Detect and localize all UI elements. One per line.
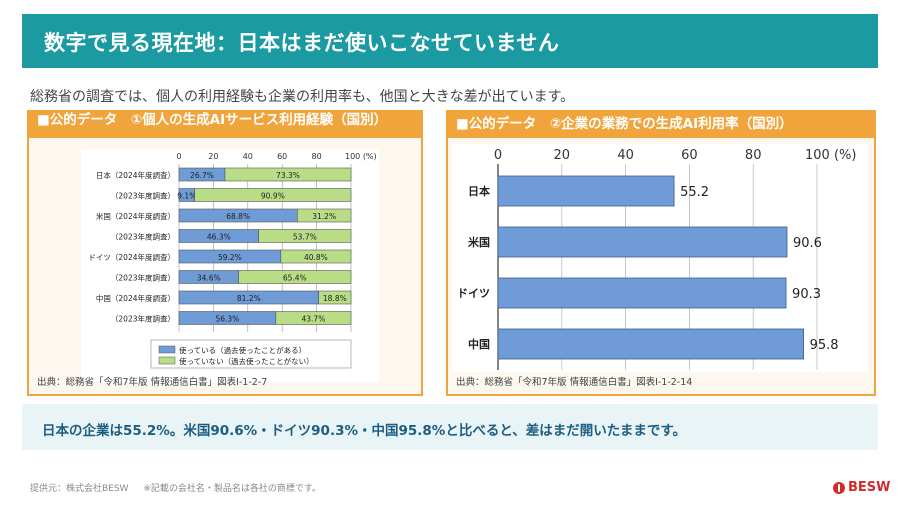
chart1-data-label: 81.2%: [237, 294, 261, 303]
chart2-bar: [497, 175, 675, 207]
chart2-category-label: 中国: [468, 337, 490, 351]
chart1-bar-segment: [297, 208, 352, 223]
chart1-category-label: ドイツ（2024年度調査）: [88, 252, 175, 262]
chart1-data-label: 73.3%: [276, 171, 300, 180]
chart2-xtick-label: 60: [681, 148, 698, 163]
chart1-xtick-label: 0: [176, 152, 181, 161]
chart1-xtick-label: 60: [277, 152, 287, 161]
footer: 提供元：株式会社BESW ※記載の会社名・製品名は各社の商標です。: [30, 481, 321, 494]
chart2-xtick-label: 80: [745, 148, 762, 163]
chart2-bar: [497, 226, 788, 258]
chart1-data-label: 59.2%: [218, 253, 242, 262]
chart1-legend-swatch: [158, 356, 176, 365]
chart1-data-label: 26.7%: [190, 171, 214, 180]
chart1-xtick-label: 80: [312, 152, 322, 161]
chart1-legend-label: 使っている（過去使ったことがある）: [179, 345, 306, 355]
panel-company-source: 出典：総務省「令和7年版 情報通信白書」図表Ⅰ-1-2-14: [456, 377, 693, 388]
chart2-category-label: ドイツ: [457, 287, 490, 300]
footer-note: ※記載の会社名・製品名は各社の商標です。: [143, 484, 322, 494]
chart1-bar-segment: [194, 188, 352, 202]
logo-mark-icon: [833, 481, 845, 494]
chart1-category-label: 米国（2024年度調査）: [96, 211, 175, 221]
chart1-bar-segment: [318, 290, 352, 305]
chart2-data-label: 95.8: [810, 338, 839, 353]
chart1-data-label: 31.2%: [312, 212, 336, 221]
chart1-data-label: 90.9%: [261, 192, 285, 201]
chart1-bar-segment: [275, 311, 352, 325]
logo-text: BESW: [848, 480, 891, 495]
chart1-category-label: （2023年度調査）: [111, 191, 175, 201]
panel-individual-usage: ■公的データ ①個人の生成AIサービス利用経験（国別） 0 20 40 60 80 100…: [27, 110, 423, 396]
chart1-legend-box: [150, 339, 352, 369]
footer-provider: 提供元：株式会社BESW: [30, 484, 129, 494]
chart-company-usage: 0 20 40 60 80 100 (%) 日本 55.2 米国 90.6 ドイツ 90.3 中国 95.…: [457, 148, 856, 370]
chart1-data-label: 56.3%: [216, 315, 240, 324]
chart2-data-label: 55.2: [680, 185, 709, 200]
chart1-data-label: 43.7%: [302, 315, 326, 324]
chart1-legend-label: 使っていない（過去使ったことがない）: [179, 356, 314, 366]
chart1-bar-segment: [224, 167, 352, 182]
chart2-bar: [497, 328, 805, 360]
panel-company-title: ■公的データ ②企業の業務での生成AI利用率（国別）: [448, 112, 874, 138]
chart-company-box: 0 20 40 60 80 100 (%) 日本 55.2 米国 90.6 ドイツ 90.3 中国 95.…: [452, 144, 868, 372]
chart2-xtick-label: 40: [617, 148, 634, 163]
chart1-data-label: 18.8%: [323, 294, 347, 303]
header-banner: 数字で見る現在地：日本はまだ使いこなせていません: [22, 14, 878, 68]
besw-logo: BESW: [833, 480, 891, 495]
panel-individual-title: ■公的データ ①個人の生成AIサービス利用経験（国別）: [29, 112, 421, 138]
chart1-bar-segment: [258, 229, 352, 243]
chart2-category-label: 日本: [468, 184, 490, 198]
chart1-data-label: 53.7%: [293, 233, 317, 242]
chart1-legend-swatch: [158, 345, 176, 354]
chart1-data-label: 65.4%: [283, 274, 307, 283]
chart1-bar-segment: [238, 270, 352, 284]
chart1-xtick-label: 20: [208, 152, 218, 161]
chart2-bar: [497, 277, 787, 309]
chart1-xtick-label: 40: [243, 152, 253, 161]
chart1-category-label: 日本（2024年度調査）: [96, 170, 175, 180]
page-title: 数字で見る現在地：日本はまだ使いこなせていません: [44, 31, 560, 55]
chart1-bar-segment: [280, 249, 352, 264]
summary-text: 日本の企業は55.2%。米国90.6%・ドイツ90.3%・中国95.8%と比べる…: [42, 423, 687, 439]
chart1-category-label: （2023年度調査）: [111, 232, 175, 242]
chart-individual-box: 0 20 40 60 80 100 (%) 日本（2024年度調査） 26.7% 73.3% （2…: [81, 150, 379, 382]
chart1-data-label: 68.8%: [226, 212, 250, 221]
chart1-data-label: 9.1%: [177, 192, 196, 201]
chart1-data-label: 34.6%: [197, 274, 221, 283]
chart2-category-label: 米国: [467, 235, 490, 249]
chart-individual-usage: 0 20 40 60 80 100 (%) 日本（2024年度調査） 26.7% 73.3% （2…: [88, 152, 377, 369]
chart2-data-label: 90.3: [792, 287, 821, 302]
lead-text: 総務省の調査では、個人の利用経験も企業の利用率も、他国と大きな差が出ています。: [30, 89, 575, 105]
chart1-category-label: （2023年度調査）: [111, 314, 175, 324]
panel-company-usage: ■公的データ ②企業の業務での生成AI利用率（国別） 0 20 40 60 80 100 …: [446, 110, 876, 396]
chart1-category-label: 中国（2024年度調査）: [96, 293, 175, 303]
summary-box: 日本の企業は55.2%。米国90.6%・ドイツ90.3%・中国95.8%と比べる…: [22, 404, 878, 450]
chart2-xtick-label: 20: [554, 148, 571, 163]
chart1-category-label: （2023年度調査）: [111, 273, 175, 283]
panel-individual-source: 出典：総務省「令和7年版 情報通信白書」図表Ⅰ-1-2-7: [37, 377, 268, 388]
chart1-data-label: 46.3%: [207, 233, 231, 242]
chart2-xtick-label: 100 (%): [805, 148, 856, 163]
chart2-xtick-label: 0: [494, 148, 502, 163]
chart1-data-label: 40.8%: [304, 253, 328, 262]
chart1-xtick-label: 100 (%): [345, 152, 377, 161]
chart2-data-label: 90.6: [793, 236, 822, 251]
